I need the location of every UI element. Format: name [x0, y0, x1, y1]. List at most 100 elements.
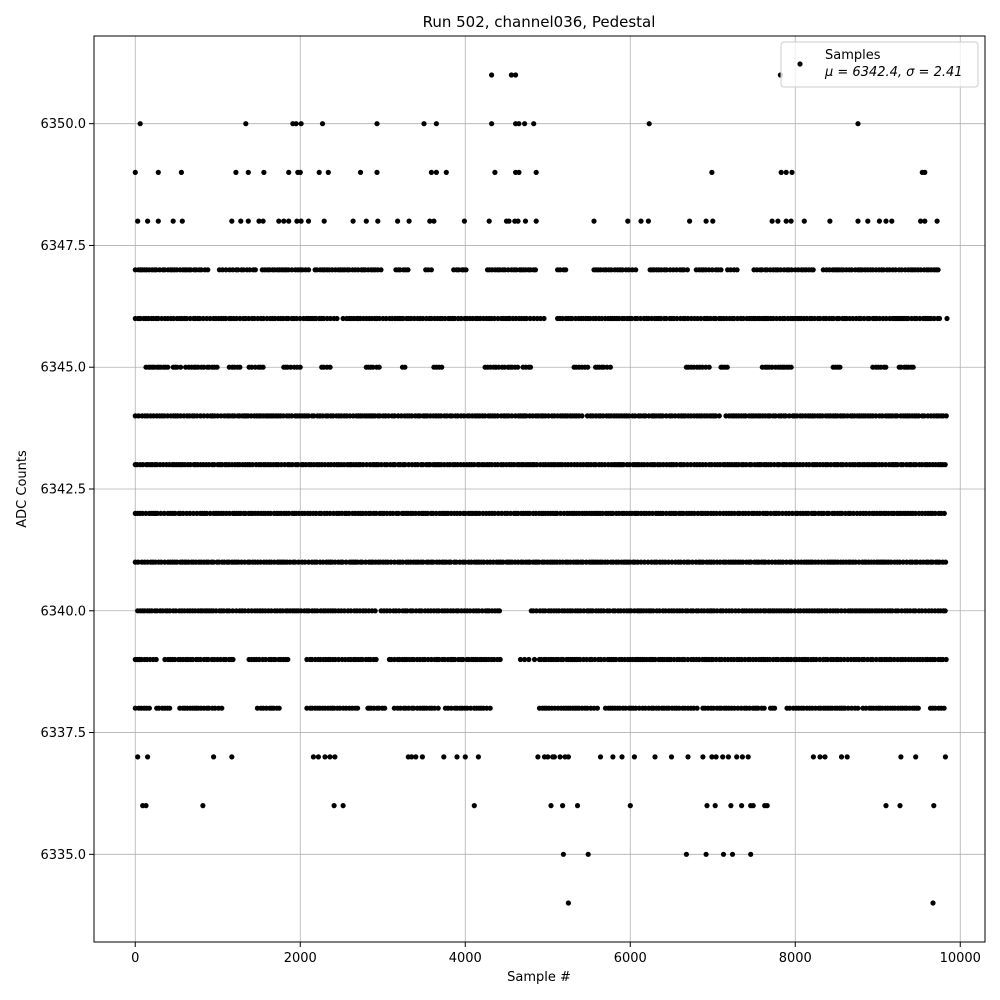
- data-point: [327, 315, 333, 322]
- data-point: [943, 559, 949, 565]
- data-point: [363, 218, 369, 224]
- data-point: [405, 267, 411, 273]
- data-point: [462, 559, 468, 565]
- data-point: [703, 851, 709, 857]
- data-point: [622, 705, 629, 711]
- data-point: [652, 754, 658, 760]
- data-point: [350, 218, 356, 224]
- data-point: [942, 754, 949, 760]
- data-point: [427, 218, 433, 224]
- data-point: [698, 315, 704, 322]
- data-point: [522, 121, 528, 127]
- data-point: [302, 559, 308, 565]
- data-point: [332, 754, 338, 760]
- data-point: [739, 803, 745, 809]
- data-point: [594, 705, 601, 711]
- data-point: [725, 754, 732, 760]
- data-point: [205, 656, 211, 663]
- y-axis-ticks: 6335.0 6337.5 6340.0 6342.5 6345.0 6347.5 6350…: [41, 117, 94, 863]
- data-point: [378, 267, 384, 273]
- data-point: [391, 559, 398, 565]
- data-point: [713, 315, 719, 322]
- data-point: [734, 754, 740, 760]
- data-point: [876, 218, 883, 224]
- data-point: [897, 803, 903, 809]
- data-point: [201, 413, 207, 419]
- data-point: [165, 364, 171, 370]
- data-point: [607, 364, 614, 370]
- data-point: [161, 510, 167, 516]
- data-point: [261, 169, 267, 175]
- data-point: [516, 121, 522, 127]
- data-point: [341, 608, 347, 614]
- data-point: [627, 462, 633, 468]
- data-point: [310, 754, 316, 760]
- data-point: [912, 608, 918, 614]
- data-point: [229, 218, 235, 224]
- data-point: [775, 218, 781, 224]
- y-tick-label: 6340.0: [41, 604, 87, 619]
- data-point: [314, 608, 320, 614]
- data-point: [297, 315, 303, 322]
- data-point: [535, 754, 541, 760]
- data-point: [597, 754, 604, 760]
- data-point: [297, 169, 303, 175]
- data-point: [355, 705, 361, 711]
- data-point: [420, 559, 426, 565]
- data-point: [560, 851, 567, 857]
- data-point: [557, 267, 563, 273]
- y-tick-label: 6350.0: [41, 117, 87, 132]
- data-point: [462, 754, 468, 760]
- data-point: [230, 656, 236, 663]
- data-point: [533, 169, 539, 175]
- data-point: [916, 413, 922, 419]
- legend: Samples μ = 6342.4, σ = 2.41: [780, 41, 979, 88]
- data-point: [306, 267, 312, 273]
- data-point: [360, 462, 366, 468]
- data-point: [495, 413, 501, 419]
- data-point: [372, 608, 378, 614]
- data-points: [132, 72, 950, 906]
- data-point: [145, 218, 151, 224]
- data-point: [560, 803, 566, 809]
- y-tick-label: 6347.5: [41, 239, 87, 254]
- data-point: [625, 218, 631, 224]
- data-point: [534, 462, 540, 468]
- legend-series-name: Samples: [825, 48, 881, 63]
- data-point: [516, 169, 522, 175]
- data-point: [789, 169, 795, 175]
- data-point: [137, 121, 143, 127]
- data-point: [281, 218, 287, 224]
- data-point: [930, 900, 936, 906]
- data-point: [788, 218, 794, 224]
- data-point: [716, 413, 722, 419]
- data-point: [898, 754, 904, 760]
- data-point: [703, 218, 709, 224]
- data-point: [321, 218, 327, 224]
- data-point: [156, 705, 162, 711]
- data-point: [729, 851, 736, 857]
- data-point: [286, 169, 292, 175]
- data-point: [855, 218, 861, 224]
- legend-box: [780, 41, 979, 88]
- data-point: [918, 218, 924, 224]
- data-point: [724, 364, 730, 370]
- data-point: [620, 462, 627, 468]
- data-point: [295, 462, 301, 468]
- data-point: [709, 169, 715, 175]
- data-point: [633, 705, 639, 711]
- data-point: [249, 462, 256, 468]
- data-point: [454, 754, 460, 760]
- data-point: [515, 364, 521, 370]
- data-point: [513, 72, 519, 78]
- data-point: [421, 121, 427, 127]
- data-point: [669, 559, 675, 565]
- data-point: [496, 608, 503, 614]
- data-point: [548, 803, 554, 809]
- data-point: [934, 218, 940, 224]
- x-tick-label: 0: [131, 951, 139, 966]
- data-point: [910, 364, 916, 370]
- data-point: [375, 218, 381, 224]
- data-point: [260, 218, 266, 224]
- data-point: [517, 656, 524, 663]
